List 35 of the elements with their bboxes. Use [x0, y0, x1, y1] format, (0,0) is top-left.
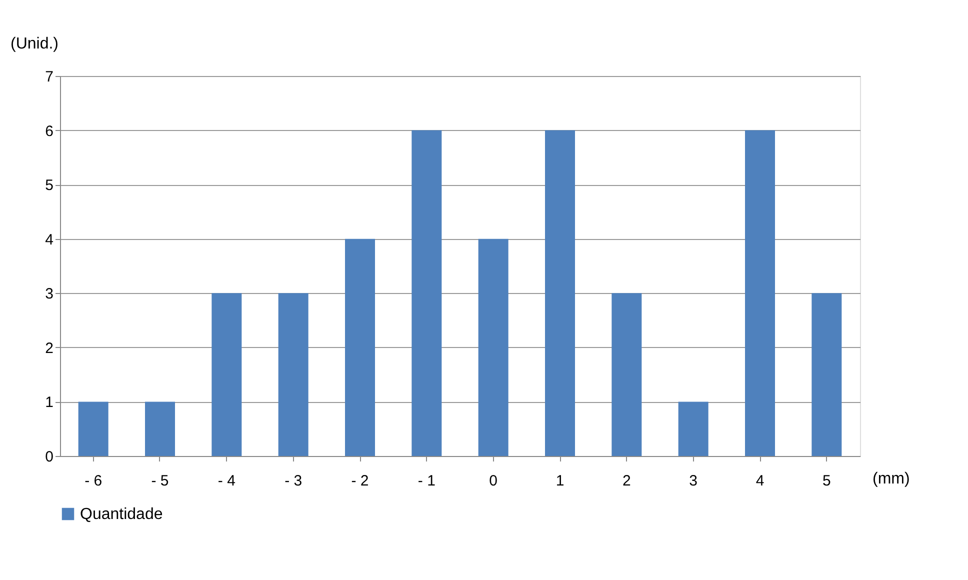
legend-label: Quantidade — [80, 506, 163, 523]
x-axis-title: (mm) — [872, 470, 910, 488]
x-tick-label: - 6 — [84, 472, 102, 490]
bar — [212, 293, 242, 456]
x-tick-label: - 4 — [218, 472, 236, 490]
bar — [678, 402, 708, 456]
bar — [478, 238, 508, 456]
y-tick-label: 1 — [45, 394, 54, 412]
bar — [278, 293, 308, 456]
y-tick-label: 4 — [45, 231, 54, 248]
bar — [345, 238, 375, 456]
bar — [412, 130, 442, 456]
y-axis-title: (Unid.) — [10, 36, 59, 52]
y-tick-label: 2 — [45, 340, 54, 357]
x-tick-label: - 1 — [418, 472, 436, 490]
bar — [78, 402, 108, 456]
y-tick-label: 6 — [45, 122, 54, 140]
x-tick-label: 0 — [489, 472, 498, 490]
y-tick-label: 7 — [45, 68, 54, 86]
x-tick-label: - 2 — [351, 472, 369, 490]
bar — [145, 402, 175, 456]
x-tick-label: 5 — [822, 472, 831, 490]
y-tick-label: 0 — [45, 448, 54, 466]
bar — [612, 293, 642, 456]
y-tick-label: 3 — [45, 286, 54, 303]
bar — [812, 293, 842, 456]
y-tick-label: 5 — [45, 177, 54, 194]
x-tick-label: 2 — [622, 472, 631, 490]
x-tick-label: - 5 — [151, 472, 169, 490]
bar — [545, 130, 575, 456]
x-tick-label: 4 — [756, 472, 764, 490]
x-tick-label: 1 — [556, 472, 564, 490]
x-tick-label: - 3 — [284, 472, 302, 490]
x-tick-label: 3 — [689, 472, 698, 490]
bar — [745, 130, 775, 456]
